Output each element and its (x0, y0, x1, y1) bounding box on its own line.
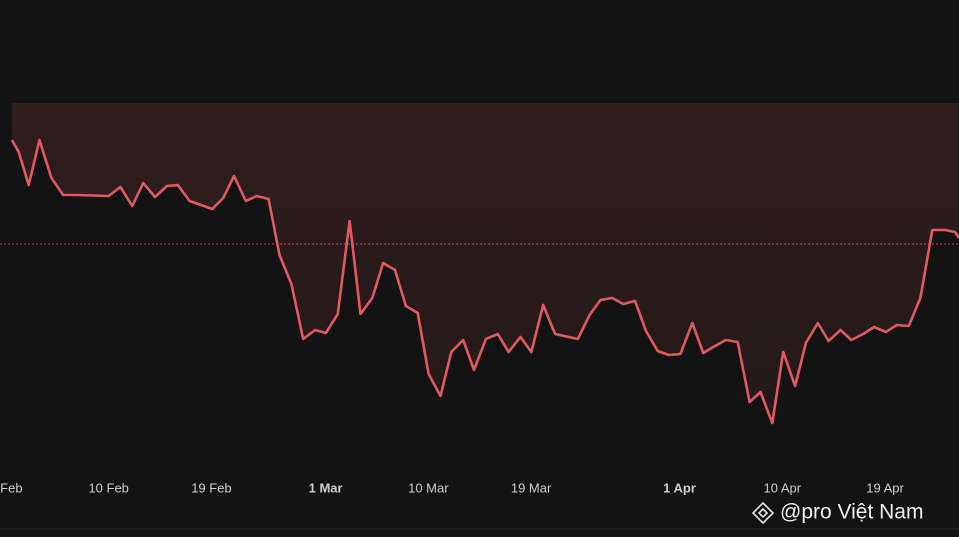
area-shade (11, 103, 959, 423)
x-tick-label: 1 Feb (0, 480, 23, 495)
x-tick-label: 1 Mar (309, 480, 343, 495)
data-line (10, 138, 959, 425)
x-tick-label: 19 Apr (866, 480, 904, 495)
x-tick-label: 10 Apr (763, 480, 801, 495)
x-tick-label: 10 Feb (88, 480, 128, 495)
x-tick-label: 1 Apr (663, 480, 696, 495)
watermark-logo (751, 501, 775, 525)
x-tick-label: 19 Mar (511, 480, 552, 495)
x-tick-label: 10 Mar (408, 480, 449, 495)
watermark: @pro Việt Nam (780, 501, 923, 524)
x-tick-label: 19 Feb (191, 480, 231, 495)
